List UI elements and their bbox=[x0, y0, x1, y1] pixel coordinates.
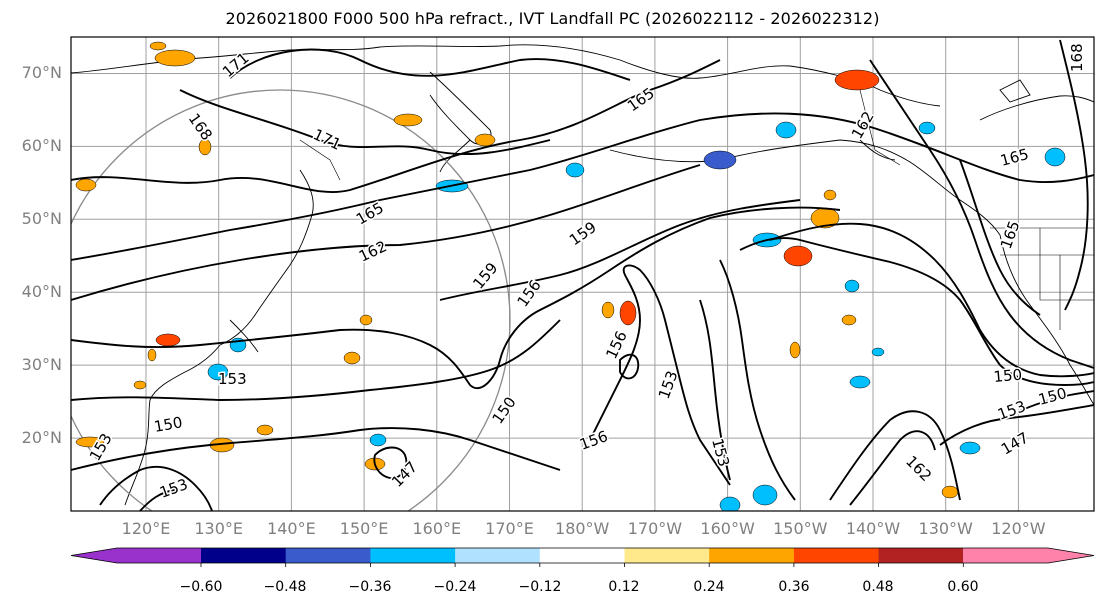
lon-label: 140°W bbox=[846, 519, 901, 538]
colorbar-segment bbox=[539, 548, 625, 563]
colorbar-tick-label: −0.24 bbox=[434, 579, 477, 595]
lon-label: 120°E bbox=[122, 519, 171, 538]
colorbar-tick-label: 0.12 bbox=[608, 579, 639, 595]
contour-label: 168 bbox=[1068, 43, 1086, 72]
lon-label: 180°W bbox=[555, 519, 610, 538]
colorbar-segment bbox=[963, 548, 1094, 563]
lon-label: 120°W bbox=[991, 519, 1046, 538]
map-frame bbox=[70, 36, 1095, 512]
lon-label: 160°E bbox=[412, 519, 461, 538]
lon-label: 150°W bbox=[773, 519, 828, 538]
colorbar-outline bbox=[70, 547, 1095, 564]
lon-label: 140°E bbox=[267, 519, 316, 538]
colorbar-tick-label: −0.60 bbox=[180, 579, 223, 595]
colorbar-segment bbox=[201, 548, 287, 563]
lat-label: 50°N bbox=[22, 209, 62, 228]
colorbar-segment bbox=[455, 548, 541, 563]
lon-label: 170°E bbox=[485, 519, 534, 538]
colorbar-tick-label: 0.36 bbox=[778, 579, 809, 595]
contour-label: 153 bbox=[218, 370, 247, 388]
lon-label: 150°E bbox=[340, 519, 389, 538]
colorbar-tick-label: −0.36 bbox=[349, 579, 392, 595]
contour-label: 150 bbox=[993, 366, 1023, 386]
colorbar-segment bbox=[624, 548, 710, 563]
borders bbox=[299, 89, 1094, 330]
colorbar-tick-label: 0.48 bbox=[862, 579, 893, 595]
lon-label: 160°W bbox=[700, 519, 755, 538]
lat-label: 60°N bbox=[22, 136, 62, 155]
shaded-anomalies bbox=[75, 41, 1066, 511]
map-panel: 171 168 171 165 162 159 156 159 165 162 … bbox=[70, 36, 1095, 512]
colorbar-tick-label: 0.60 bbox=[947, 579, 978, 595]
colorbar-tick-label: −0.48 bbox=[264, 579, 307, 595]
colorbar-tick-label: −0.12 bbox=[519, 579, 562, 595]
colorbar-segment bbox=[793, 548, 880, 563]
refractivity-contours bbox=[71, 39, 1094, 511]
lon-label: 170°W bbox=[628, 519, 683, 538]
colorbar-segment bbox=[71, 548, 202, 563]
longitude-labels: 120°E 130°E 140°E 150°E 160°E 170°E 180°W 170°W… bbox=[122, 519, 1046, 538]
colorbar-segment bbox=[285, 548, 371, 563]
latitude-labels: 70°N 60°N 50°N 40°N 30°N 20°N bbox=[22, 63, 62, 447]
colorbar-segment bbox=[709, 548, 795, 563]
lat-label: 30°N bbox=[22, 355, 62, 374]
colorbar-segment bbox=[878, 548, 964, 563]
lon-label: 130°W bbox=[919, 519, 974, 538]
lat-label: 40°N bbox=[22, 282, 62, 301]
colorbar-segment bbox=[370, 548, 456, 563]
colorbar-tick-label: 0.24 bbox=[693, 579, 724, 595]
colorbar: −0.60 −0.48 −0.36 −0.24 −0.12 0.12 0.24 … bbox=[70, 547, 1095, 595]
map-title: 2026021800 F000 500 hPa refract., IVT La… bbox=[225, 9, 880, 28]
lon-label: 130°E bbox=[194, 519, 243, 538]
lat-label: 70°N bbox=[22, 63, 62, 82]
graticule bbox=[71, 37, 1094, 511]
distance-ring bbox=[71, 89, 511, 511]
lat-label: 20°N bbox=[22, 428, 62, 447]
